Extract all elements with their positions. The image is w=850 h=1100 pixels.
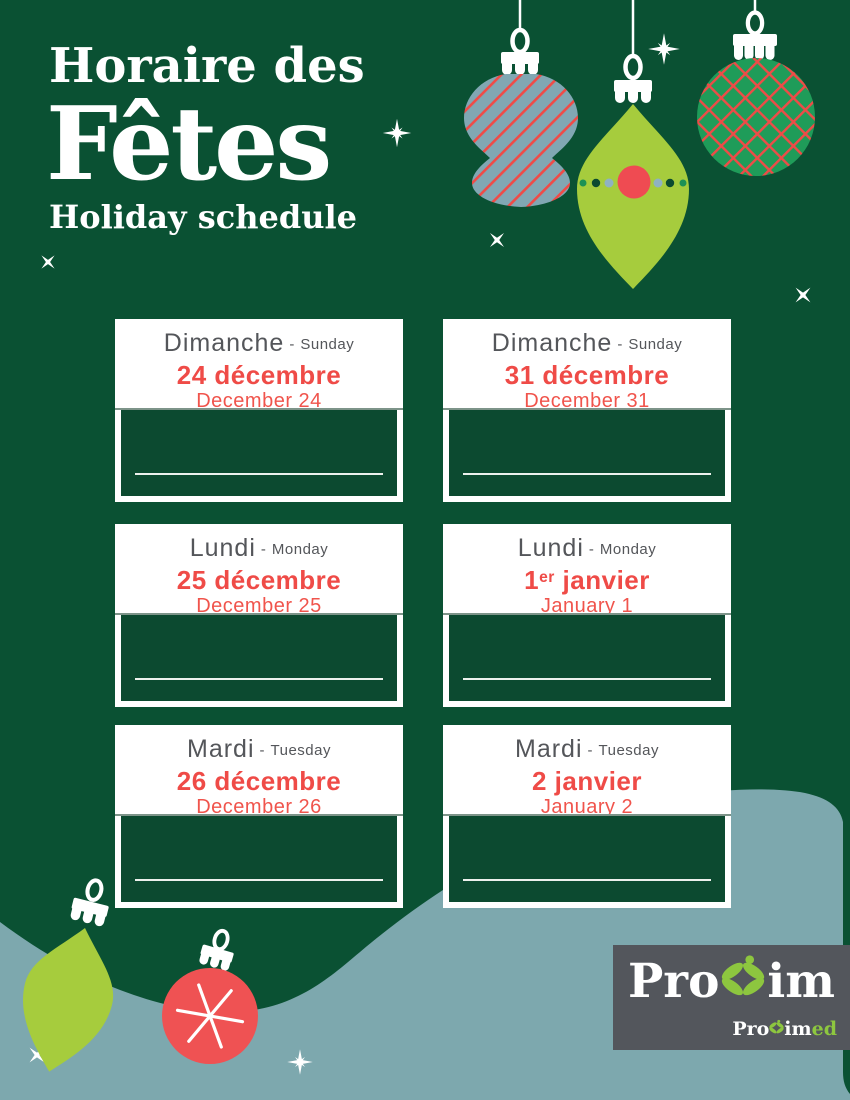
subbrand-text-pre: Pro bbox=[732, 1018, 770, 1040]
card-write-panel bbox=[121, 410, 397, 496]
schedule-card-jan1: Lundi - Monday 1er janvier January 1 bbox=[443, 524, 731, 707]
snowflake-ball-ornament-icon bbox=[162, 927, 258, 1064]
card-write-panel bbox=[449, 615, 725, 701]
proximed-subbrand: Pro im ed bbox=[732, 1020, 837, 1039]
card-day: Mardi - Tuesday bbox=[187, 735, 331, 763]
schedule-card-jan2: Mardi - Tuesday 2 janvier January 2 bbox=[443, 725, 731, 908]
write-line bbox=[463, 473, 711, 475]
sparkle-x-icon bbox=[482, 225, 512, 255]
card-date-en: January 2 bbox=[540, 796, 634, 819]
card-write-panel bbox=[449, 410, 725, 496]
brand-text-pre: Pro bbox=[627, 953, 720, 1009]
card-divider bbox=[443, 814, 731, 816]
proxim-logo: Pro im Pro im ed bbox=[613, 945, 850, 1050]
card-date-en: December 25 bbox=[196, 595, 322, 618]
snowflake-icon bbox=[175, 983, 245, 1049]
card-write-panel bbox=[121, 816, 397, 902]
sparkle-x-icon bbox=[34, 248, 62, 276]
card-header: Mardi - Tuesday 26 décembre December 26 bbox=[115, 725, 403, 825]
title-fr-line1: Horaire des bbox=[49, 38, 365, 94]
card-date-en: December 26 bbox=[196, 796, 322, 819]
card-divider bbox=[115, 408, 403, 410]
card-date-en: January 1 bbox=[540, 595, 634, 618]
schedule-card-dec26: Mardi - Tuesday 26 décembre December 26 bbox=[115, 725, 403, 908]
card-header: Mardi - Tuesday 2 janvier January 2 bbox=[443, 725, 731, 825]
proximed-x-icon bbox=[768, 1019, 785, 1035]
card-day: Dimanche - Sunday bbox=[491, 329, 683, 357]
schedule-card-dec24: Dimanche - Sunday 24 décembre December 24 bbox=[115, 319, 403, 502]
card-divider bbox=[443, 613, 731, 615]
card-date-fr: 25 décembre bbox=[176, 564, 342, 595]
card-day: Dimanche - Sunday bbox=[163, 329, 355, 357]
sparkle-star-icon bbox=[383, 119, 412, 148]
sparkle-star-icon bbox=[648, 33, 680, 65]
card-header: Lundi - Monday 1er janvier January 1 bbox=[443, 524, 731, 624]
striped-finial-ornament-icon bbox=[464, 30, 578, 207]
card-day: Lundi - Monday bbox=[517, 534, 657, 562]
card-date-en: December 24 bbox=[196, 390, 322, 413]
card-day: Mardi - Tuesday bbox=[515, 735, 659, 763]
card-date-fr: 26 décembre bbox=[176, 765, 342, 796]
card-date-fr: 31 décembre bbox=[504, 359, 670, 390]
schedule-card-dec31: Dimanche - Sunday 31 décembre December 31 bbox=[443, 319, 731, 502]
card-write-panel bbox=[121, 615, 397, 701]
subbrand-text-mid: im bbox=[784, 1018, 812, 1040]
title-fr-line2: Fêtes bbox=[46, 84, 332, 203]
card-header: Dimanche - Sunday 24 décembre December 24 bbox=[115, 319, 403, 419]
ornament-strings bbox=[518, 0, 757, 58]
card-divider bbox=[115, 814, 403, 816]
write-line bbox=[135, 879, 383, 881]
write-line bbox=[463, 678, 711, 680]
card-divider bbox=[115, 613, 403, 615]
card-header: Lundi - Monday 25 décembre December 25 bbox=[115, 524, 403, 624]
proxim-brand: Pro im bbox=[613, 953, 850, 1009]
plaid-ball-ornament-icon bbox=[697, 13, 815, 176]
card-divider bbox=[443, 408, 731, 410]
brand-text-post: im bbox=[767, 953, 836, 1009]
write-line bbox=[135, 678, 383, 680]
card-date-fr: 24 décembre bbox=[176, 359, 342, 390]
sparkle-x-icon bbox=[788, 280, 818, 310]
teardrop-dots bbox=[579, 165, 687, 199]
write-line bbox=[463, 879, 711, 881]
card-date-en: December 31 bbox=[524, 390, 650, 413]
schedule-card-dec25: Lundi - Monday 25 décembre December 25 bbox=[115, 524, 403, 707]
card-header: Dimanche - Sunday 31 décembre December 31 bbox=[443, 319, 731, 419]
card-write-panel bbox=[449, 816, 725, 902]
teardrop-ornament-icon bbox=[577, 56, 689, 289]
card-day: Lundi - Monday bbox=[189, 534, 329, 562]
proxim-x-icon bbox=[719, 955, 768, 999]
subbrand-text-suffix: ed bbox=[811, 1018, 837, 1040]
title-en-subtitle: Holiday schedule bbox=[49, 198, 358, 236]
write-line bbox=[135, 473, 383, 475]
card-date-fr: 1er janvier bbox=[524, 564, 650, 595]
card-date-fr: 2 janvier bbox=[531, 765, 642, 796]
